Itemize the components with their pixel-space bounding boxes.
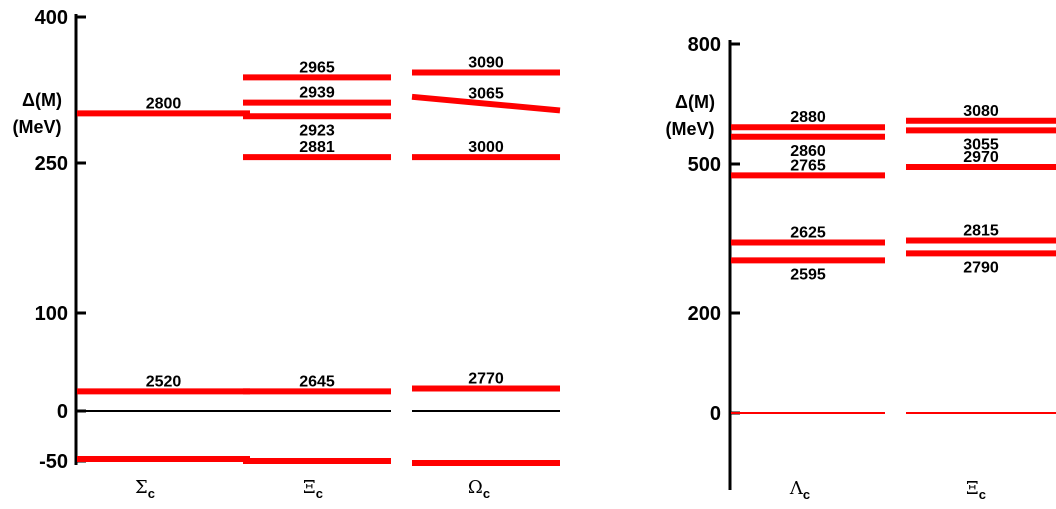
left-ytick-label-1: 0 bbox=[57, 401, 68, 423]
right-level-label-0-3: 2625 bbox=[790, 224, 826, 241]
left-level-label-0-1: 2520 bbox=[146, 373, 182, 390]
left-level-label-1-2: 2923 bbox=[299, 122, 335, 139]
left-panel: Δ(M) (MeV) -50 0 100 250 400 2800 2520 2965 293… bbox=[13, 7, 561, 501]
right-level-label-1-4: 2790 bbox=[963, 259, 999, 276]
right-level-label-0-2: 2765 bbox=[790, 157, 826, 174]
right-ytick-label-3: 800 bbox=[688, 34, 721, 56]
right-level-label-1-3: 2815 bbox=[963, 222, 999, 239]
left-ylabel-line2: (MeV) bbox=[13, 117, 62, 137]
right-level-label-1-0: 3080 bbox=[963, 103, 999, 120]
right-ytick-label-0: 0 bbox=[710, 403, 721, 425]
left-level-label-1-3: 2881 bbox=[299, 139, 335, 156]
left-ytick-label-4: 400 bbox=[35, 7, 68, 29]
left-ylabel-line1: Δ(M) bbox=[22, 90, 62, 110]
right-category-1: Ξc bbox=[966, 478, 986, 502]
right-ylabel-line1: Δ(M) bbox=[675, 92, 715, 112]
left-ytick-label-0: -50 bbox=[39, 451, 68, 473]
left-level-label-0-0: 2800 bbox=[146, 95, 182, 112]
right-level-label-0-4: 2595 bbox=[790, 266, 826, 283]
right-ytick-label-2: 500 bbox=[688, 154, 721, 176]
right-ytick-label-1: 200 bbox=[688, 303, 721, 325]
left-category-0: Σc bbox=[135, 477, 155, 501]
left-level-label-1-0: 2965 bbox=[299, 59, 335, 76]
right-category-0: Λc bbox=[789, 478, 810, 502]
left-level-label-2-0: 3090 bbox=[468, 54, 504, 71]
left-category-1: Ξc bbox=[303, 477, 323, 501]
left-level-label-2-2: 3000 bbox=[468, 139, 504, 156]
left-level-label-1-4: 2645 bbox=[299, 373, 335, 390]
right-ylabel-line2: (MeV) bbox=[666, 119, 715, 139]
left-level-label-2-3: 2770 bbox=[468, 370, 504, 387]
left-category-2: Ωc bbox=[468, 477, 490, 501]
right-level-label-1-2: 2970 bbox=[963, 149, 999, 166]
left-level-label-2-1: 3065 bbox=[468, 86, 504, 103]
left-ytick-label-2: 100 bbox=[35, 303, 68, 325]
left-ytick-label-3: 250 bbox=[35, 153, 68, 175]
left-level-label-1-1: 2939 bbox=[299, 85, 335, 102]
right-level-label-0-0: 2880 bbox=[790, 109, 826, 126]
